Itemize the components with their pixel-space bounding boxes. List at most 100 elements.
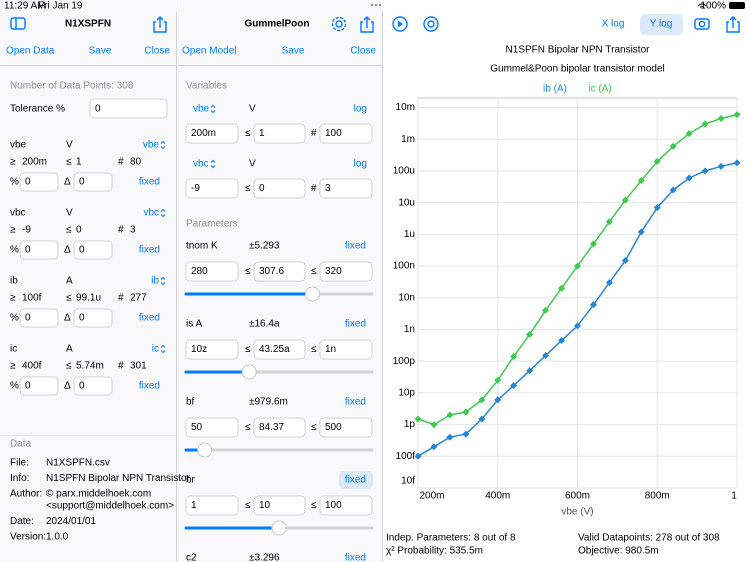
- variable-selector[interactable]: vbc: [143, 208, 159, 219]
- parameter-value: 84.37: [259, 422, 284, 433]
- label: ≤: [66, 293, 72, 304]
- parameter-name: tnom K: [186, 241, 218, 252]
- input-box[interactable]: [253, 261, 306, 282]
- camera-button[interactable]: [694, 18, 710, 30]
- input-box[interactable]: [19, 240, 59, 260]
- slider-thumb[interactable]: [197, 442, 213, 458]
- slider-thumb[interactable]: [241, 364, 257, 380]
- share-button[interactable]: [360, 16, 374, 33]
- section-header: Variables: [186, 81, 227, 92]
- y-log-button[interactable]: Y log: [650, 19, 673, 30]
- variable-min: 100f: [22, 293, 42, 304]
- mode-button[interactable]: fixed: [345, 241, 366, 252]
- input-box[interactable]: [319, 178, 373, 199]
- input-box[interactable]: [253, 339, 306, 360]
- legend-entry[interactable]: ic (A): [588, 84, 611, 95]
- sidebar-button[interactable]: [10, 17, 26, 30]
- info-value: © parx.middelhoek.com: [46, 489, 151, 500]
- info-value: 1.0.0: [46, 532, 69, 543]
- slider-thumb[interactable]: [304, 286, 320, 302]
- chevron[interactable]: [160, 140, 166, 150]
- variable-selector[interactable]: ic: [152, 344, 159, 355]
- input-box[interactable]: [319, 417, 373, 438]
- share-button[interactable]: [726, 16, 740, 33]
- input-box[interactable]: [253, 417, 306, 438]
- summary: χ² Probability: 535.5m: [386, 546, 483, 557]
- variable-percent: 0: [25, 245, 31, 256]
- input-box[interactable]: [73, 308, 113, 328]
- mode-button[interactable]: fixed: [345, 475, 366, 486]
- variable-count: 80: [130, 157, 142, 168]
- input-box[interactable]: [185, 261, 239, 282]
- data-point: [717, 115, 725, 123]
- input-box[interactable]: [319, 495, 373, 516]
- mode-button[interactable]: fixed: [345, 553, 366, 562]
- variable-selector[interactable]: ib: [151, 276, 159, 287]
- scale-button[interactable]: log: [354, 104, 367, 115]
- input-box[interactable]: [185, 339, 239, 360]
- close-button[interactable]: Close: [350, 46, 376, 57]
- save-button[interactable]: Save: [89, 46, 112, 57]
- save-button[interactable]: Save: [282, 46, 305, 57]
- input-box[interactable]: [73, 172, 113, 192]
- legend-entry[interactable]: ib (A): [543, 84, 567, 95]
- slider-thumb[interactable]: [271, 520, 287, 536]
- chevron[interactable]: [210, 159, 216, 169]
- input-box[interactable]: [185, 178, 239, 199]
- mode-button[interactable]: fixed: [139, 245, 160, 256]
- input-box[interactable]: [185, 495, 239, 516]
- y-tick-label: 100n: [393, 261, 415, 272]
- x-tick-label: 200m: [419, 491, 444, 502]
- variable-count: 3: [130, 225, 136, 236]
- input-box[interactable]: [185, 417, 239, 438]
- chevron[interactable]: [160, 208, 166, 218]
- open-button[interactable]: Open Data: [6, 46, 55, 57]
- data-point: [574, 262, 581, 270]
- mode-button[interactable]: fixed: [139, 381, 160, 392]
- input-box[interactable]: [319, 339, 373, 360]
- chevron[interactable]: [160, 344, 166, 354]
- input-box[interactable]: [73, 240, 113, 260]
- input-box[interactable]: [319, 123, 373, 144]
- mode-button[interactable]: fixed: [139, 177, 160, 188]
- x-log-button[interactable]: X log: [602, 19, 625, 30]
- input-box[interactable]: [253, 123, 306, 144]
- input-box[interactable]: [19, 308, 59, 328]
- input-box[interactable]: [319, 261, 373, 282]
- mode-button[interactable]: fixed: [345, 319, 366, 330]
- mode-button[interactable]: fixed: [345, 397, 366, 408]
- input-box[interactable]: [19, 172, 59, 192]
- chevron[interactable]: [160, 276, 166, 286]
- run-button[interactable]: [392, 16, 408, 32]
- data-point: [717, 162, 725, 170]
- parameter-value: 10: [259, 500, 271, 511]
- open-button[interactable]: Open Model: [182, 46, 236, 57]
- date: Fri Jan 19: [38, 1, 83, 12]
- variable-percent: 0: [25, 313, 31, 324]
- label: ≤: [245, 500, 251, 511]
- input-box[interactable]: [253, 178, 306, 199]
- fit-button[interactable]: [423, 16, 439, 32]
- mode-button[interactable]: fixed: [139, 313, 160, 324]
- input-box[interactable]: [89, 98, 168, 119]
- data-point: [542, 306, 550, 314]
- variable-selector[interactable]: vbc: [193, 159, 209, 170]
- data-point: [605, 218, 613, 226]
- settings-button[interactable]: [331, 16, 347, 32]
- close-button[interactable]: Close: [144, 46, 170, 57]
- data-point: [637, 228, 645, 236]
- input-box[interactable]: [253, 495, 306, 516]
- ellipsis[interactable]: [370, 3, 382, 7]
- input-box[interactable]: [73, 376, 113, 396]
- input-box[interactable]: [185, 123, 239, 144]
- variable-selector[interactable]: vbe: [193, 104, 210, 115]
- share-button[interactable]: [153, 16, 167, 33]
- parameter-max: 1n: [325, 344, 336, 355]
- chevron[interactable]: [210, 104, 216, 114]
- scale-button[interactable]: log: [354, 159, 367, 170]
- label: #: [311, 183, 317, 194]
- variable-selector[interactable]: vbe: [143, 140, 160, 151]
- input-box[interactable]: [19, 376, 59, 396]
- y-tick-label: 1p: [404, 419, 416, 430]
- summary: Valid Datapoints: 278 out of 308: [578, 533, 720, 544]
